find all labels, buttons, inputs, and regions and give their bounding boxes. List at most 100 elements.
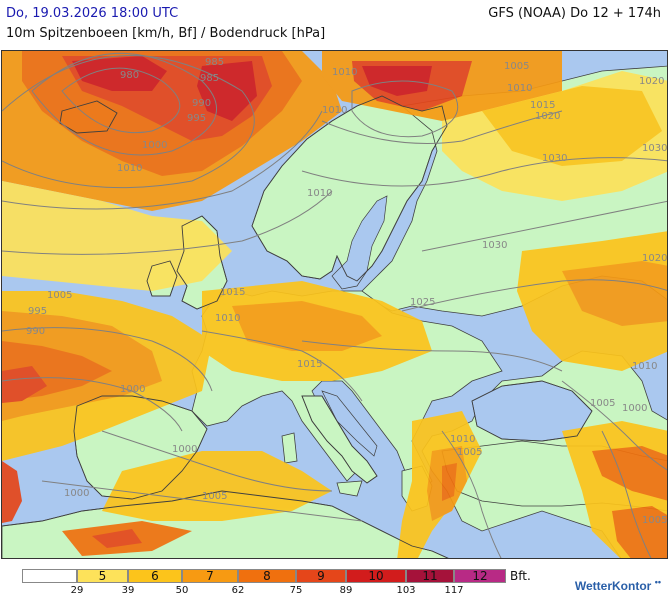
gust-field-bf6 bbox=[482, 86, 662, 166]
brand-logo[interactable]: WetterKontor •• bbox=[575, 577, 661, 593]
legend-unit: Bft. bbox=[510, 569, 531, 583]
legend-threshold: 89 bbox=[339, 585, 353, 596]
land-sicily bbox=[336, 480, 363, 497]
pressure-label: 1010 bbox=[507, 83, 532, 94]
pressure-label: 1020 bbox=[642, 253, 667, 264]
isobar-line bbox=[601, 430, 652, 558]
gust-field-bf10 bbox=[72, 56, 257, 121]
gust-field-bf5 bbox=[2, 181, 232, 291]
legend-class-bf9: 9 bbox=[296, 569, 346, 583]
pressure-label: 1010 bbox=[307, 188, 332, 199]
weather-map[interactable]: 980 985 985 990 995 1000 1010 1010 1010 … bbox=[1, 50, 668, 559]
pressure-label: 1030 bbox=[482, 240, 507, 251]
isobar-line bbox=[2, 377, 183, 432]
legend-class-calm bbox=[22, 569, 77, 583]
legend-class-bf7: 7 bbox=[182, 569, 238, 583]
isobar-line bbox=[31, 52, 218, 156]
pressure-label: 1000 bbox=[120, 384, 145, 395]
isobar-line bbox=[421, 200, 667, 252]
isobar-line bbox=[401, 279, 667, 312]
pressure-label: 1005 bbox=[47, 290, 72, 301]
isobar-line bbox=[61, 67, 181, 134]
forecast-date: Do, 19.03.2026 18:00 UTC bbox=[6, 6, 179, 21]
legend-threshold: 62 bbox=[231, 585, 245, 596]
pressure-label: 985 bbox=[205, 57, 224, 68]
sea-baltic bbox=[331, 195, 388, 290]
brand-name: WetterKontor bbox=[574, 579, 652, 593]
isobar-line bbox=[41, 480, 363, 522]
legend-class-bf8: 8 bbox=[238, 569, 296, 583]
isobar-line bbox=[321, 110, 563, 144]
isobar-line bbox=[2, 327, 213, 392]
sea-adriatic bbox=[321, 390, 378, 457]
model-run: GFS (NOAA) Do 12 + 174h bbox=[488, 6, 661, 21]
gust-field-bf9 bbox=[2, 366, 47, 403]
pressure-label: 1005 bbox=[202, 491, 227, 502]
isobar-line bbox=[2, 55, 255, 189]
coastlines bbox=[2, 95, 593, 558]
pressure-label: 985 bbox=[200, 73, 219, 84]
gust-field-bf9 bbox=[92, 529, 142, 548]
pressure-label: 1015 bbox=[297, 359, 322, 370]
pressure-label: 1000 bbox=[64, 488, 89, 499]
pressure-label: 1030 bbox=[642, 143, 667, 154]
isobar-line bbox=[101, 430, 333, 492]
gust-fields bbox=[2, 51, 667, 558]
gust-field-bf6 bbox=[102, 451, 332, 521]
brand-dots-icon: •• bbox=[654, 577, 661, 587]
pressure-label: 990 bbox=[192, 98, 211, 109]
isobar-line bbox=[2, 190, 333, 255]
pressure-label: 1010 bbox=[322, 105, 347, 116]
isobar-line bbox=[201, 330, 363, 402]
pressure-label: 1005 bbox=[642, 515, 667, 526]
isobar-line bbox=[351, 80, 459, 138]
legend-threshold: 50 bbox=[175, 585, 189, 596]
pressure-label: 995 bbox=[28, 306, 47, 317]
legend-threshold: 117 bbox=[444, 585, 464, 596]
gust-field-bf8 bbox=[592, 446, 667, 501]
legend-class-bf6: 6 bbox=[128, 569, 182, 583]
pressure-label: 1020 bbox=[535, 111, 560, 122]
map-canvas: 980 985 985 990 995 1000 1010 1010 1010 … bbox=[2, 51, 667, 558]
pressure-label: 1000 bbox=[172, 444, 197, 455]
land-sardinia bbox=[281, 432, 298, 464]
pressure-label: 1010 bbox=[117, 163, 142, 174]
pressure-label: 1005 bbox=[504, 61, 529, 72]
pressure-label: 1030 bbox=[542, 153, 567, 164]
isobar-line bbox=[441, 430, 502, 558]
gust-field-bf7 bbox=[232, 301, 382, 351]
isobar-line bbox=[2, 110, 323, 210]
legend-threshold: 103 bbox=[396, 585, 416, 596]
pressure-label: 1020 bbox=[639, 76, 664, 87]
pressure-label: 1010 bbox=[632, 361, 657, 372]
pressure-label: 1005 bbox=[457, 447, 482, 458]
pressure-label: 995 bbox=[187, 113, 206, 124]
legend-threshold: 39 bbox=[121, 585, 135, 596]
legend-class-bf11: 11 bbox=[406, 569, 454, 583]
isobar-line bbox=[561, 380, 667, 471]
pressure-label: 1015 bbox=[220, 287, 245, 298]
pressure-label: 990 bbox=[26, 326, 45, 337]
pressure-label: 1015 bbox=[530, 100, 555, 111]
gust-field-bf8 bbox=[442, 463, 457, 501]
legend-class-bf10: 10 bbox=[346, 569, 406, 583]
map-parameter: 10m Spitzenboeen [km/h, Bf] / Bodendruck… bbox=[6, 26, 326, 41]
isobar-line bbox=[301, 157, 667, 187]
pressure-label: 1010 bbox=[450, 434, 475, 445]
gust-field-bf7 bbox=[562, 261, 667, 326]
gust-field-bf9 bbox=[2, 461, 22, 523]
pressure-label: 980 bbox=[120, 70, 139, 81]
pressure-label: 1010 bbox=[215, 313, 240, 324]
legend-threshold: 29 bbox=[70, 585, 84, 596]
legend-threshold: 75 bbox=[289, 585, 303, 596]
pressure-label: 1005 bbox=[590, 398, 615, 409]
isobar-line bbox=[301, 340, 563, 372]
pressure-label: 1010 bbox=[332, 67, 357, 78]
pressure-label: 1000 bbox=[142, 140, 167, 151]
pressure-label: 1000 bbox=[622, 403, 647, 414]
pressure-label: 1025 bbox=[410, 297, 435, 308]
pressure-label-group: 980 985 985 990 995 1000 1010 1010 1010 … bbox=[26, 57, 667, 526]
legend-class-bf5: 5 bbox=[77, 569, 128, 583]
legend-class-bf12: 12 bbox=[454, 569, 506, 583]
isobar-lines bbox=[2, 52, 667, 558]
